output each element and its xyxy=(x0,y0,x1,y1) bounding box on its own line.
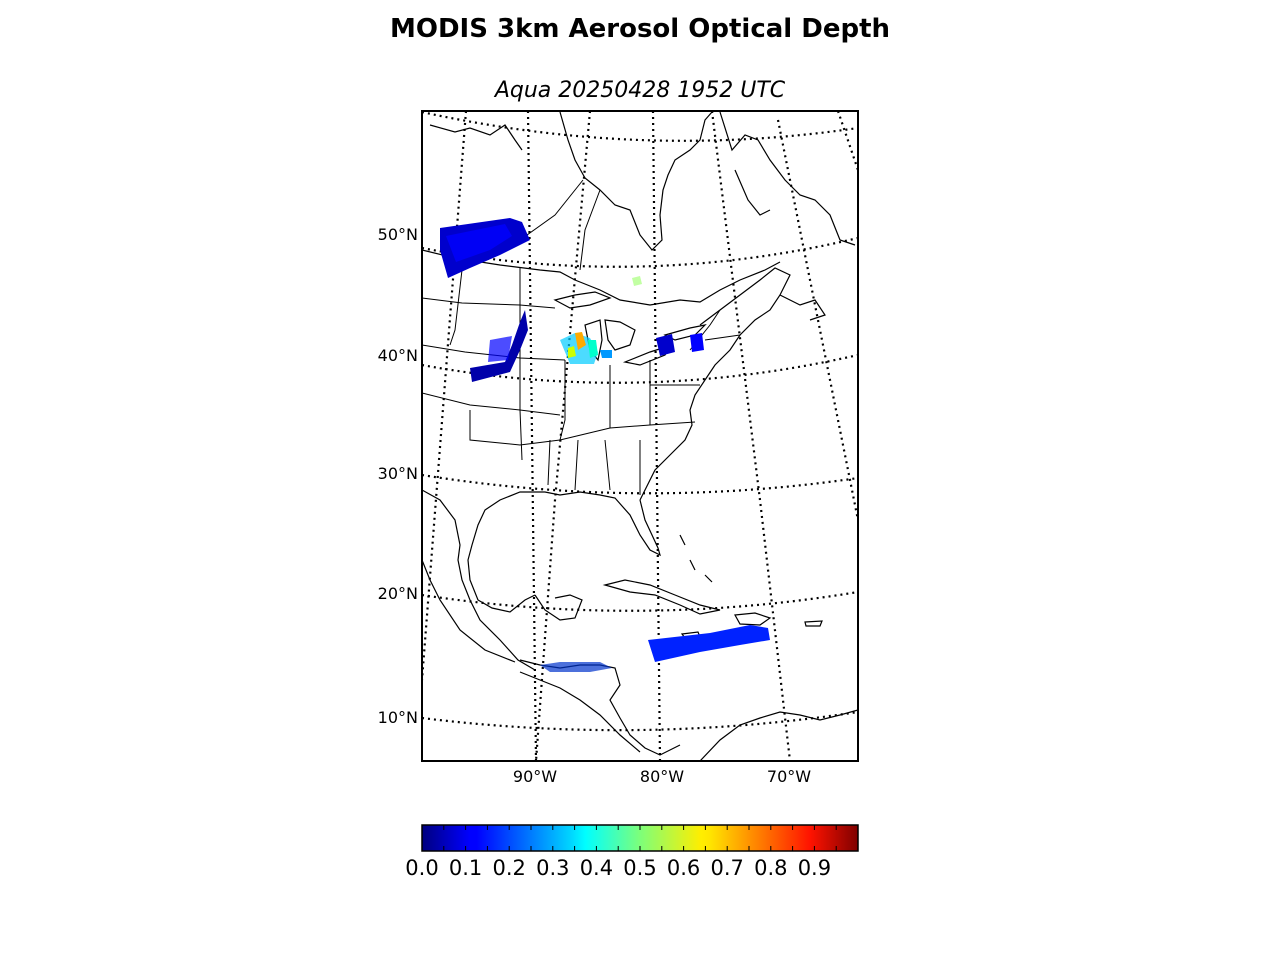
colorbar-tick-label: 0.3 xyxy=(536,856,570,880)
lat-label: 50°N xyxy=(377,225,418,244)
map-subtitle: Aqua 20250428 1952 UTC xyxy=(494,78,786,103)
graticule xyxy=(422,111,858,761)
lat-label: 40°N xyxy=(377,346,418,365)
map-title: MODIS 3km Aerosol Optical Depth xyxy=(389,14,891,44)
colorbar-tick-label: 0.9 xyxy=(797,856,832,880)
colorbar-tick-label: 0.2 xyxy=(492,856,526,880)
aod-swaths xyxy=(440,218,770,672)
colorbar-ticks xyxy=(443,825,837,851)
lat-label: 10°N xyxy=(377,708,418,727)
lat-label: 20°N xyxy=(377,584,418,603)
colorbar-tick-label: 0.7 xyxy=(710,856,744,880)
map-area xyxy=(422,111,858,761)
map-frame xyxy=(421,110,859,762)
colorbar-tick-label: 0.1 xyxy=(448,856,483,880)
coastlines xyxy=(422,111,858,761)
colorbar-tick-label: 0.6 xyxy=(666,856,701,880)
colorbar-tick-label: 0.5 xyxy=(623,856,657,880)
colorbar-tick-label: 0.4 xyxy=(579,856,614,880)
lon-label: 90°W xyxy=(512,767,558,786)
lon-label: 70°W xyxy=(766,767,812,786)
lat-label: 30°N xyxy=(377,464,418,483)
colorbar-tick-label: 0.0 xyxy=(405,856,439,880)
state-borders xyxy=(422,179,741,495)
colorbar-tick-label: 0.8 xyxy=(754,856,788,880)
lon-label: 80°W xyxy=(639,767,685,786)
